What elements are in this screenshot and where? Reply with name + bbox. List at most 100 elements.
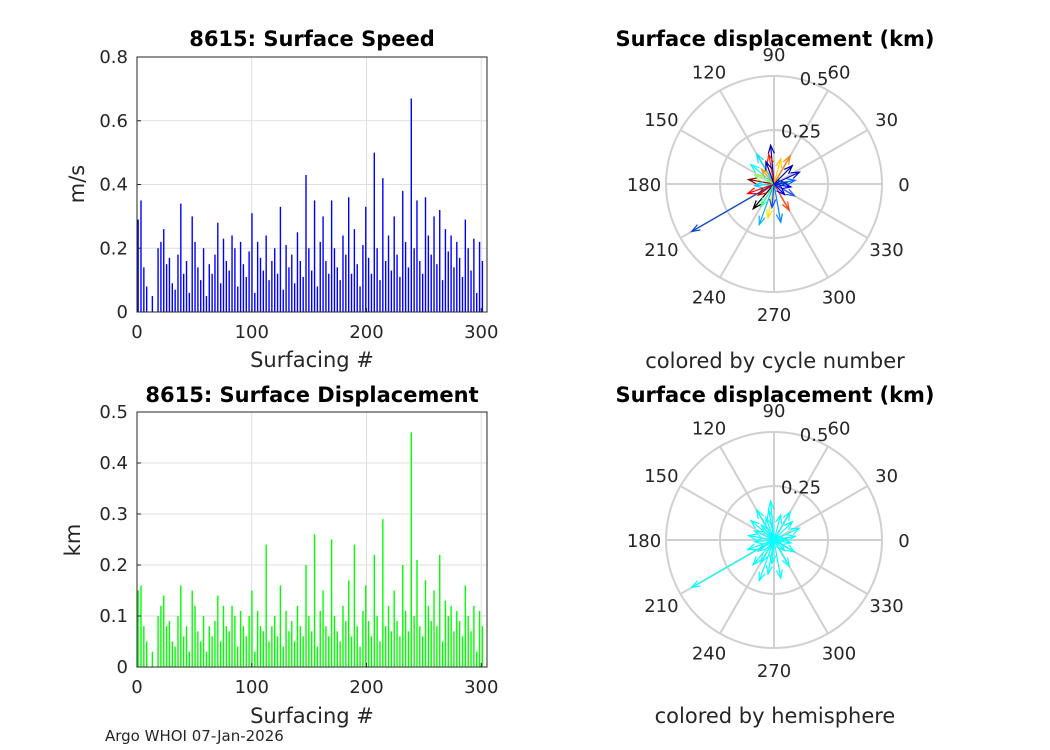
displacement-vector	[750, 520, 775, 541]
displacement-vector	[773, 155, 791, 185]
polar-spoke	[773, 485, 869, 541]
polar-radius-label: 0.25	[781, 122, 821, 143]
polar-angle-label: 0	[898, 531, 909, 552]
polar-angle-label: 150	[644, 466, 678, 487]
x-tick-label: 0	[131, 677, 142, 698]
polar-angle-label: 120	[692, 418, 726, 439]
polar-bottom-subtitle: colored by hemisphere	[655, 704, 896, 728]
polar-angle-label: 180	[627, 175, 661, 196]
vector-arrowhead	[690, 224, 701, 233]
vector-arrowhead	[775, 157, 783, 168]
surface-displacement-chart: 8615: Surface Displacement 0 0.1 0.2 0.3 0.4…	[61, 383, 498, 728]
displacement-vector	[760, 539, 775, 563]
vector-arrowhead	[775, 513, 783, 524]
y-tick-label: 0.5	[99, 402, 128, 423]
vector-arrowhead	[760, 167, 770, 178]
displacement-vector	[748, 534, 775, 541]
displacement-vector	[761, 168, 775, 185]
y-tick-label: 0.2	[99, 555, 128, 576]
displacement-vector	[773, 182, 787, 185]
polar-bottom-title: Surface displacement (km)	[615, 383, 934, 407]
polar-angle-label: 30	[875, 110, 898, 131]
vector-arrowhead	[775, 569, 783, 581]
vector-arrowhead	[758, 571, 766, 583]
polar-angle-label: 90	[763, 401, 786, 422]
disp-x-ticks: 0 100 200 300	[131, 663, 498, 698]
vector-arrowhead	[765, 516, 773, 527]
polar-angle-label: 150	[644, 110, 678, 131]
speed-y-label: m/s	[65, 165, 89, 203]
displacement-vector	[758, 539, 775, 581]
displacement-vector	[754, 174, 775, 185]
polar-angle-label: 210	[644, 240, 678, 261]
polar-radius-label: 0.25	[781, 478, 821, 499]
vector-arrowhead	[786, 534, 797, 542]
polar-angle-label: 330	[869, 596, 903, 617]
vector-arrowhead	[749, 163, 760, 173]
vector-arrowhead	[758, 215, 766, 227]
polar-spoke	[773, 129, 869, 185]
y-tick-label: 0.4	[99, 175, 128, 196]
displacement-vector	[771, 539, 775, 564]
vector-arrowhead	[752, 174, 764, 182]
vector-arrowhead	[760, 523, 770, 534]
displacement-vector	[748, 178, 775, 185]
displacement-vector	[754, 539, 775, 543]
polar-angle-label: 270	[757, 305, 791, 326]
displacement-vector	[773, 539, 782, 579]
vector-arrowhead	[783, 520, 794, 531]
vector-arrowhead	[755, 508, 765, 520]
vector-arrowhead	[749, 519, 760, 529]
y-tick-label: 0	[117, 302, 128, 323]
y-tick-label: 0	[117, 657, 128, 678]
displacement-vector	[752, 183, 775, 210]
x-tick-label: 200	[349, 677, 383, 698]
vector-arrowhead	[760, 197, 769, 208]
vector-arrowhead	[790, 527, 802, 535]
vector-arrowhead	[782, 154, 792, 165]
disp-x-label: Surfacing #	[250, 704, 374, 728]
x-tick-label: 100	[235, 322, 269, 343]
vector-arrowhead	[776, 186, 786, 196]
polar-angle-label: 270	[757, 661, 791, 682]
vector-arrowhead	[752, 181, 764, 189]
vector-arrowhead	[746, 533, 758, 541]
disp-y-ticks: 0 0.1 0.2 0.3 0.4 0.5	[99, 402, 141, 678]
displacement-vector	[691, 183, 775, 233]
vector-arrowhead	[760, 553, 769, 564]
polar-angle-label: 210	[644, 596, 678, 617]
polar-angle-label: 30	[875, 466, 898, 487]
footer-annotation: Argo WHOI 07-Jan-2026	[105, 727, 284, 745]
displacement-vector	[757, 183, 775, 196]
polar-radius-label: 0.5	[800, 425, 829, 446]
displacement-vector	[757, 539, 775, 552]
displacement-vector	[765, 161, 775, 185]
vector-arrowhead	[786, 178, 797, 186]
displacement-vector	[773, 539, 786, 552]
vector-arrowhead	[756, 543, 767, 553]
disp-chart-title: 8615: Surface Displacement	[145, 383, 478, 407]
polar-cycle-chart: Surface displacement (km) 0 30 60 90 120 150 1…	[615, 27, 934, 373]
displacement-vector	[773, 521, 793, 541]
y-tick-label: 0.6	[99, 111, 128, 132]
displacement-vector	[750, 164, 775, 185]
polar-angle-label: 240	[692, 644, 726, 665]
displacement-vector	[773, 527, 800, 541]
displacement-vector	[773, 171, 800, 185]
displacement-vector	[761, 524, 775, 541]
polar-angle-label: 120	[692, 62, 726, 83]
displacement-vector	[768, 510, 775, 541]
speed-y-ticks: 0 0.2 0.4 0.6 0.8	[99, 47, 141, 323]
y-tick-label: 0.3	[99, 504, 128, 525]
polar-radius-label: 0.5	[800, 69, 829, 90]
vector-arrowhead	[785, 544, 797, 553]
vector-arrowhead	[769, 554, 777, 566]
displacement-vector	[758, 183, 775, 225]
displacement-vector	[760, 183, 775, 207]
displacement-vector	[773, 539, 790, 567]
displacement-vector	[754, 530, 775, 541]
displacement-vector	[773, 165, 793, 185]
vector-arrowhead	[782, 510, 792, 521]
vector-arrowhead	[778, 535, 789, 544]
displacement-vector	[754, 183, 775, 187]
